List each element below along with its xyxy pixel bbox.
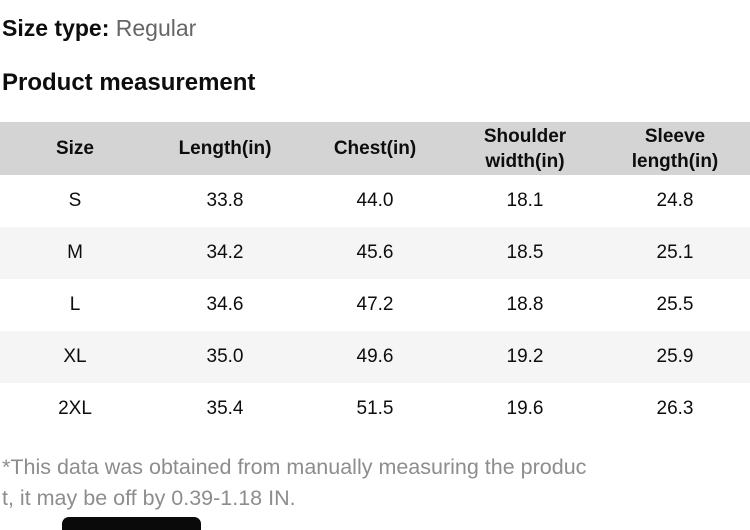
length-cell: 34.2 bbox=[150, 227, 300, 279]
table-row-s: S 33.8 44.0 18.1 24.8 bbox=[0, 175, 750, 227]
chest-cell: 45.6 bbox=[300, 227, 450, 279]
chest-cell: 51.5 bbox=[300, 383, 450, 435]
length-cell: 34.6 bbox=[150, 279, 300, 331]
size-type-value: Regular bbox=[115, 15, 197, 41]
shoulder-cell: 19.6 bbox=[450, 383, 600, 435]
size-cell: 2XL bbox=[0, 383, 150, 435]
sleeve-cell: 24.8 bbox=[600, 175, 750, 227]
chest-cell: 44.0 bbox=[300, 175, 450, 227]
table-row-2xl: 2XL 35.4 51.5 19.6 26.3 bbox=[0, 383, 750, 435]
size-cell: M bbox=[0, 227, 150, 279]
sleeve-cell: 25.9 bbox=[600, 331, 750, 383]
length-cell: 35.4 bbox=[150, 383, 300, 435]
column-header-shoulder-width: Shoulder width(in) bbox=[450, 122, 600, 175]
column-header-length: Length(in) bbox=[150, 122, 300, 175]
shoulder-cell: 18.1 bbox=[450, 175, 600, 227]
shoulder-cell: 19.2 bbox=[450, 331, 600, 383]
length-cell: 35.0 bbox=[150, 331, 300, 383]
shoulder-cell: 18.5 bbox=[450, 227, 600, 279]
column-header-sleeve-length: Sleeve length(in) bbox=[600, 122, 750, 175]
chest-cell: 49.6 bbox=[300, 331, 450, 383]
disclaimer-line-2: t, it may be off by 0.39-1.18 IN. bbox=[2, 486, 296, 510]
table-row-l: L 34.6 47.2 18.8 25.5 bbox=[0, 279, 750, 331]
measurement-disclaimer: *This data was obtained from manually me… bbox=[2, 452, 750, 514]
disclaimer-line-1: *This data was obtained from manually me… bbox=[2, 455, 587, 479]
column-header-chest: Chest(in) bbox=[300, 122, 450, 175]
sleeve-cell: 26.3 bbox=[600, 383, 750, 435]
table-row-xl: XL 35.0 49.6 19.2 25.9 bbox=[0, 331, 750, 383]
product-measurement-title: Product measurement bbox=[2, 69, 256, 96]
size-type-row: Size type: Regular bbox=[2, 14, 196, 42]
table-row-m: M 34.2 45.6 18.5 25.1 bbox=[0, 227, 750, 279]
sleeve-cell: 25.5 bbox=[600, 279, 750, 331]
sleeve-cell: 25.1 bbox=[600, 227, 750, 279]
length-cell: 33.8 bbox=[150, 175, 300, 227]
size-type-label: Size type: bbox=[2, 15, 110, 41]
size-cell: S bbox=[0, 175, 150, 227]
size-cell: XL bbox=[0, 331, 150, 383]
column-header-size: Size bbox=[0, 122, 150, 175]
measurement-table: Size Length(in) Chest(in) Shoulder width… bbox=[0, 122, 750, 435]
cutoff-black-button[interactable] bbox=[62, 517, 201, 530]
header-row: Size Length(in) Chest(in) Shoulder width… bbox=[0, 122, 750, 175]
chest-cell: 47.2 bbox=[300, 279, 450, 331]
size-cell: L bbox=[0, 279, 150, 331]
measurement-table-header: Size Length(in) Chest(in) Shoulder width… bbox=[0, 122, 750, 175]
shoulder-cell: 18.8 bbox=[450, 279, 600, 331]
